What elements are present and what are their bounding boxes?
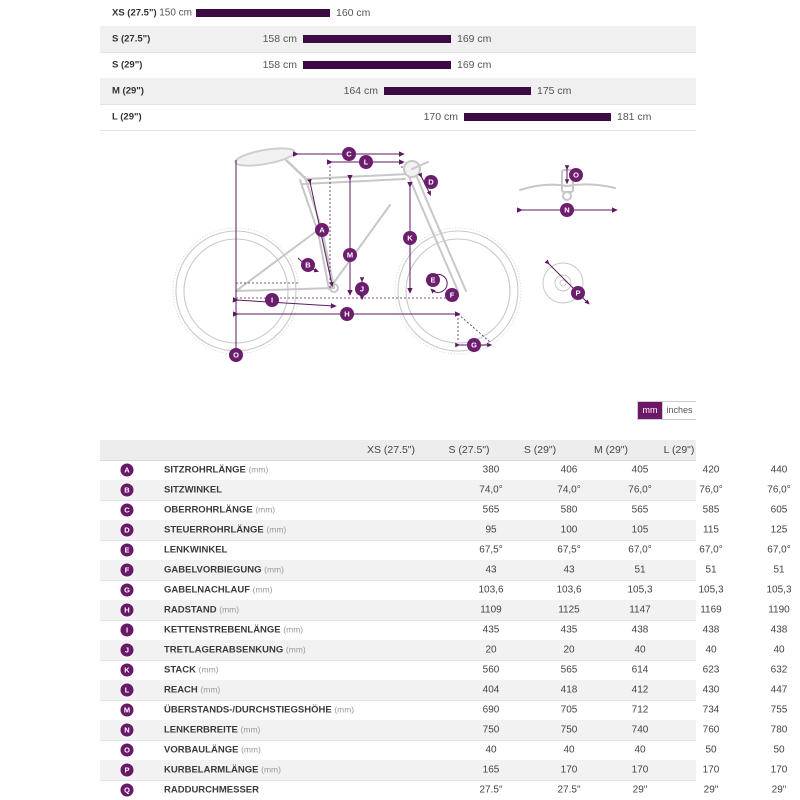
svg-text:E: E [430, 276, 435, 285]
svg-text:O: O [233, 351, 239, 360]
svg-text:A: A [319, 226, 325, 235]
svg-text:N: N [564, 206, 569, 215]
svg-text:J: J [360, 285, 364, 294]
svg-text:K: K [407, 234, 413, 243]
svg-text:P: P [575, 289, 580, 298]
svg-text:L: L [364, 158, 369, 167]
svg-text:O: O [573, 171, 579, 180]
svg-text:D: D [428, 178, 434, 187]
svg-text:B: B [305, 261, 311, 270]
svg-text:F: F [450, 291, 455, 300]
svg-text:H: H [344, 310, 349, 319]
svg-text:I: I [271, 296, 273, 305]
svg-text:C: C [346, 150, 352, 159]
svg-text:G: G [471, 341, 477, 350]
svg-text:M: M [347, 251, 353, 260]
